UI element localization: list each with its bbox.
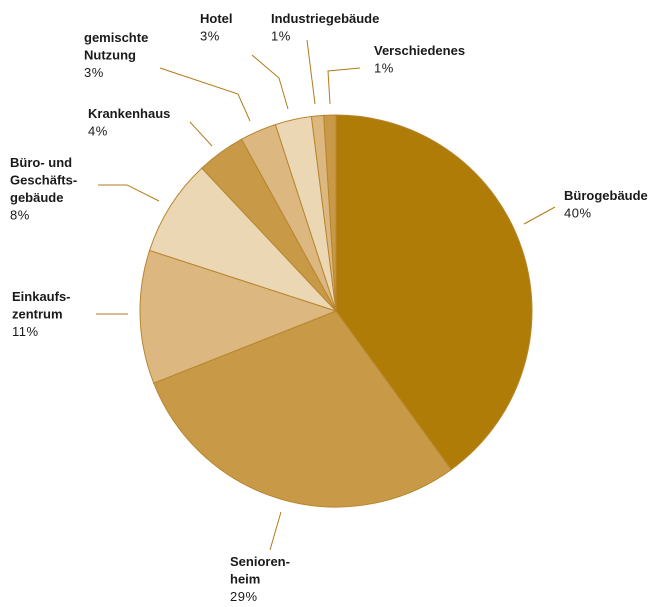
leader-line-5 xyxy=(159,67,251,122)
leader-line-1 xyxy=(269,511,282,551)
slice-label-percent: 8% xyxy=(10,208,30,223)
slice-label-name: gebäude xyxy=(10,190,63,205)
pie-slice-1 xyxy=(153,310,452,508)
slice-label-percent: 1% xyxy=(271,29,291,44)
pie-slice-2 xyxy=(139,249,338,384)
slice-label-percent: 29% xyxy=(230,589,258,604)
leader-line-0 xyxy=(523,206,556,225)
pie-slice-0 xyxy=(335,114,533,471)
slice-label-7: Industriegebäude 1% xyxy=(271,11,379,44)
slice-label-percent: 40% xyxy=(564,206,592,221)
slice-label-name: Bürogebäude xyxy=(564,188,648,203)
slice-label-name: Nutzung xyxy=(84,48,136,63)
slice-label-name: heim xyxy=(230,572,260,587)
leader-lines xyxy=(96,39,556,551)
slice-labels: Bürogebäude 40% Senioren-heim 29% Einkaufs-z… xyxy=(10,11,648,604)
slice-label-4: Krankenhaus 4% xyxy=(88,106,170,139)
leader-line-4 xyxy=(189,121,213,147)
slice-label-name: gemischte xyxy=(84,30,148,45)
slice-label-name: Büro- und xyxy=(10,155,72,170)
leader-line-8 xyxy=(327,67,361,105)
slice-label-percent: 3% xyxy=(200,29,220,44)
pie-slice-8 xyxy=(323,114,337,312)
slice-label-5: gemischte Nutzung 3% xyxy=(84,30,148,80)
slice-label-name: Verschiedenes xyxy=(374,43,465,58)
slice-label-3: Büro- und Geschäfts-gebäude 8% xyxy=(10,155,77,223)
slice-label-6: Hotel 3% xyxy=(200,11,233,44)
slice-label-percent: 3% xyxy=(84,65,104,80)
slice-label-percent: 1% xyxy=(374,61,394,76)
slice-label-name: Hotel xyxy=(200,11,233,26)
pie-slices xyxy=(139,114,533,508)
leader-line-7 xyxy=(306,39,316,105)
slice-label-name: Einkaufs- xyxy=(12,289,71,304)
slice-label-percent: 11% xyxy=(12,324,39,339)
slice-label-1: Senioren-heim 29% xyxy=(230,554,290,604)
slice-label-name: Senioren- xyxy=(230,554,290,569)
slice-label-name: Krankenhaus xyxy=(88,106,170,121)
leader-line-3 xyxy=(98,184,160,202)
pie-slice-3 xyxy=(148,167,337,312)
leader-line-6 xyxy=(251,54,289,110)
slice-label-name: Industriegebäude xyxy=(271,11,379,26)
slice-label-2: Einkaufs-zentrum 11% xyxy=(12,289,71,339)
slice-label-8: Verschiedenes 1% xyxy=(374,43,465,76)
slice-label-name: zentrum xyxy=(12,307,63,322)
slice-label-0: Bürogebäude 40% xyxy=(564,188,648,221)
slice-label-percent: 4% xyxy=(88,124,108,139)
slice-label-name: Geschäfts- xyxy=(10,173,77,188)
